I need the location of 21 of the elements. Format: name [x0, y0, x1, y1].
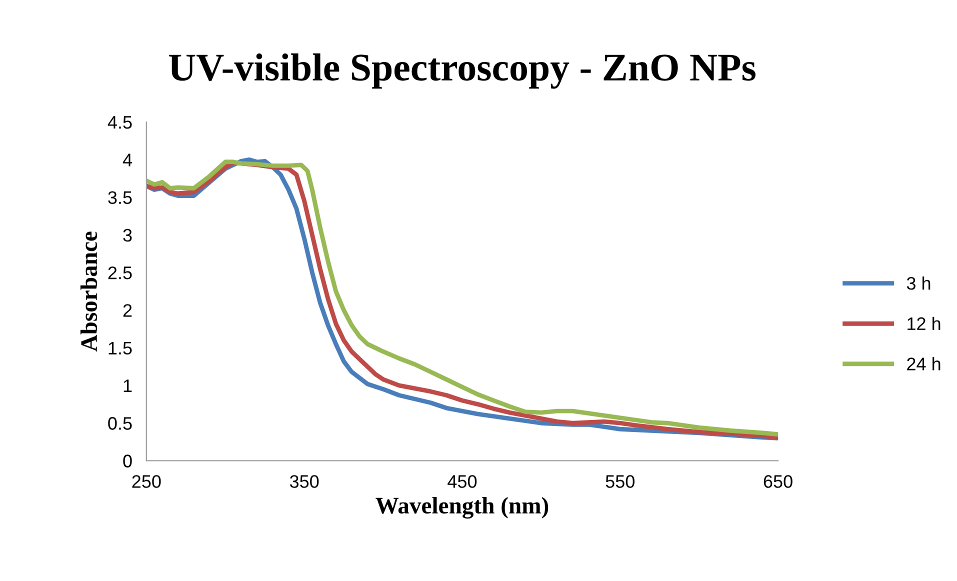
y-tick-label: 1.5: [108, 342, 132, 355]
legend-label: 3 h: [906, 276, 930, 290]
y-tick-label: 2.5: [108, 266, 132, 280]
x-axis-title: Wavelength (nm): [376, 497, 548, 519]
y-tick-label: 2: [123, 304, 132, 317]
y-axis-title: Absorbance: [80, 232, 98, 352]
legend-label: 24 h: [907, 357, 940, 370]
x-tick-label: 350: [290, 475, 319, 488]
x-tick-label: 450: [448, 475, 477, 488]
y-tick-label: 3: [123, 228, 132, 242]
x-tick-label: 650: [764, 475, 792, 488]
y-tick-label: 0: [123, 454, 132, 468]
x-tick-label: 250: [132, 475, 161, 488]
y-tick-label: 3.5: [108, 191, 132, 204]
x-tick-label: 550: [606, 475, 634, 488]
y-tick-label: 4: [122, 154, 132, 166]
legend-label: 12 h: [908, 316, 940, 330]
y-tick-label: 0.5: [108, 417, 132, 430]
chart-title: UV-visible Spectroscopy - ZnO NPs: [168, 53, 756, 89]
y-tick-label: 4.5: [108, 116, 132, 129]
y-tick-label: 1: [124, 380, 132, 392]
